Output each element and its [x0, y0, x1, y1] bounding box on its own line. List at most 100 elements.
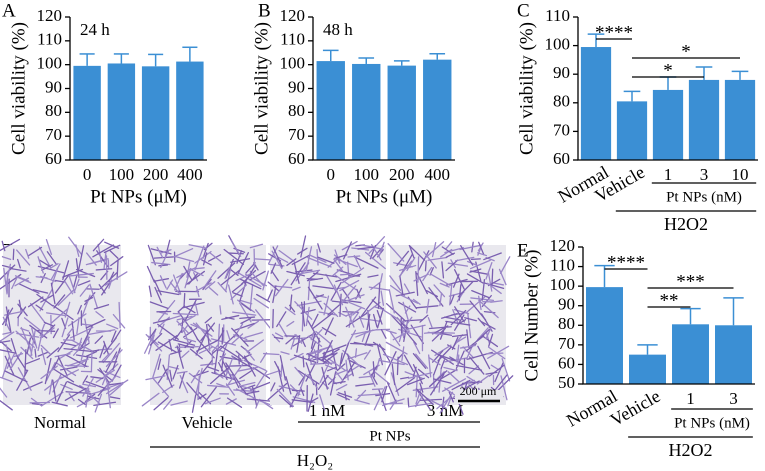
cell: [31, 327, 38, 349]
cell: [183, 329, 190, 345]
cell: [35, 304, 44, 311]
bar: [580, 47, 612, 160]
group-label: H2O2: [664, 214, 708, 234]
cell: [426, 298, 430, 314]
cell: [14, 277, 30, 287]
cell: [25, 248, 30, 259]
cell: [313, 328, 323, 339]
cell: [294, 301, 313, 320]
cell: [428, 326, 452, 330]
cell: [286, 270, 305, 277]
cell: [204, 270, 217, 288]
y-tick-label: 70: [45, 125, 62, 144]
cell: [27, 246, 43, 257]
cell: [195, 285, 200, 298]
y-tick-label: 110: [37, 30, 62, 49]
cell: [224, 370, 236, 378]
cell: [447, 371, 460, 383]
significance-label: ***: [676, 271, 705, 292]
y-tick-label: 60: [288, 149, 305, 168]
cell: [464, 380, 480, 389]
cell: [0, 387, 8, 398]
cell: [341, 299, 362, 304]
cell: [476, 327, 489, 341]
cell: [443, 357, 468, 363]
bar: [616, 101, 648, 160]
cell: [221, 314, 240, 320]
cell: [110, 256, 124, 267]
cell: [284, 306, 296, 316]
cell: [173, 248, 194, 258]
x-tick-label: 200: [389, 165, 415, 184]
cell: [149, 332, 163, 346]
y-tick-label: 70: [558, 334, 575, 353]
cell: [0, 339, 12, 352]
cell: [408, 244, 426, 261]
cell: [278, 385, 298, 391]
cell: [415, 387, 423, 405]
cell: [2, 331, 12, 335]
cell: [153, 397, 169, 411]
cell: [447, 344, 456, 350]
cell: [427, 331, 444, 336]
cell: [223, 248, 245, 266]
panel-label: C: [517, 0, 530, 21]
cell: [174, 255, 195, 263]
y-tick-label: 110: [545, 6, 570, 25]
cell: [280, 351, 290, 355]
treatment-label: H₂O₂: [297, 451, 333, 470]
cell: [104, 271, 128, 286]
cell: [52, 328, 59, 339]
cell: [206, 366, 220, 372]
cell: [469, 259, 491, 270]
cell: [77, 398, 86, 405]
cell: [485, 326, 492, 340]
cell: [195, 282, 212, 292]
cell: [317, 243, 321, 253]
axis: [577, 17, 758, 161]
cell: [387, 382, 397, 404]
cell: [274, 332, 284, 338]
cell: [112, 347, 121, 371]
cell: [417, 256, 420, 283]
cell: [211, 343, 220, 353]
cell: [188, 272, 199, 285]
scale-bar-label: 200 μm: [460, 384, 497, 398]
cell: [60, 341, 77, 347]
cell: [286, 320, 295, 327]
cell: [460, 245, 474, 266]
cell: [15, 330, 35, 348]
cell: [457, 318, 467, 325]
cell: [190, 326, 199, 341]
cell: [279, 355, 287, 381]
cell: [220, 269, 240, 286]
y-axis-label: Cell viability (%): [251, 22, 272, 155]
cell: [106, 382, 122, 386]
cell: [40, 347, 47, 366]
cell: [403, 324, 426, 331]
cell: [301, 301, 306, 327]
y-tick-label: 70: [288, 125, 305, 144]
significance-label: **: [660, 290, 679, 311]
cell: [211, 371, 236, 381]
cell: [488, 333, 494, 347]
cell: [298, 370, 320, 385]
cell: [355, 329, 374, 338]
cell: [194, 245, 205, 271]
cell: [498, 268, 507, 286]
cell: [5, 344, 14, 367]
x-tick-label: 3: [729, 389, 738, 408]
cell: [244, 348, 255, 361]
cell: [85, 319, 106, 329]
cell: [105, 375, 117, 388]
x-tick-label: 200: [143, 165, 169, 184]
micrograph: [379, 241, 514, 415]
cell: [340, 285, 357, 305]
cell: [52, 357, 60, 371]
cell: [345, 312, 368, 328]
cell: [310, 333, 316, 349]
cell: [469, 300, 487, 321]
cell: [23, 317, 42, 332]
x-tick-label: 400: [177, 165, 203, 184]
cell: [46, 347, 60, 359]
